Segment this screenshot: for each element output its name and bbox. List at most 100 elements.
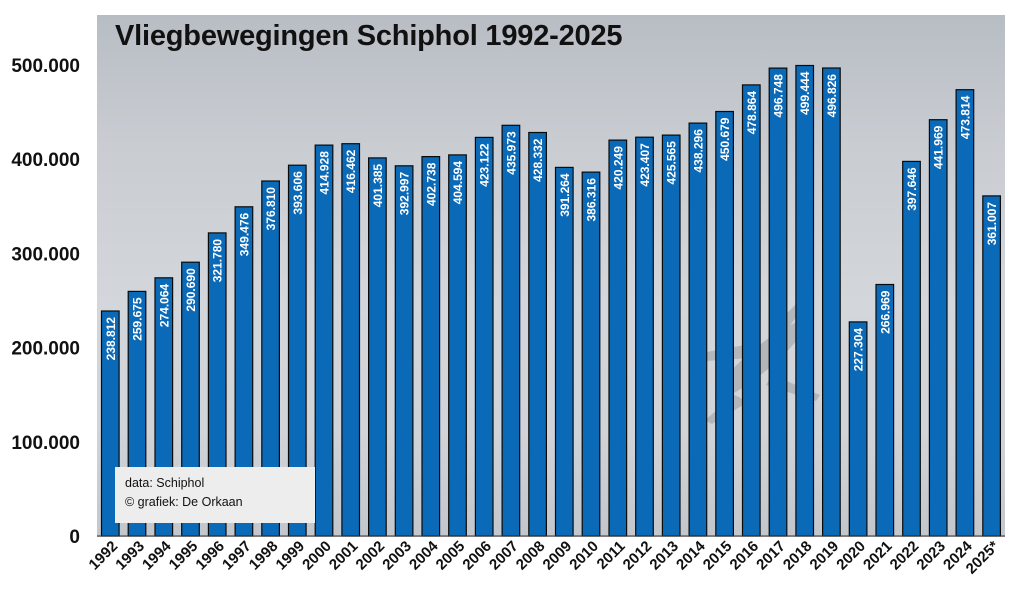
bar-value-label: 290.690 <box>184 268 198 312</box>
bar-value-label: 402.738 <box>424 162 438 206</box>
x-tick-label: 2013 <box>646 538 682 574</box>
bar-value-label: 361.007 <box>985 202 999 246</box>
bar-value-label: 238.812 <box>104 317 118 361</box>
x-tick-label: 1999 <box>273 538 309 574</box>
x-tick-label: 2004 <box>406 537 442 573</box>
x-tick-label: 2021 <box>860 538 896 574</box>
x-tick-label: 2009 <box>540 538 576 574</box>
bar <box>715 110 734 537</box>
bar-value-label: 428.332 <box>531 138 545 182</box>
x-tick-label: 1997 <box>219 538 255 574</box>
x-tick-label: 2005 <box>433 538 469 574</box>
bar <box>821 67 841 537</box>
bar <box>635 136 654 537</box>
bar <box>955 89 975 537</box>
bar <box>474 136 494 537</box>
y-axis: 0 100.000 200.000 300.000 400.000 500.000 <box>11 56 80 548</box>
y-tick-label: 100.000 <box>11 433 80 454</box>
x-tick-label: 2018 <box>780 538 816 574</box>
bar-value-label: 321.780 <box>211 239 225 283</box>
x-tick-label: 2014 <box>673 537 709 573</box>
bar-value-label: 391.264 <box>558 173 572 217</box>
bar <box>341 143 361 537</box>
x-tick-label: 2012 <box>620 538 656 574</box>
bar-value-label: 266.969 <box>878 290 892 334</box>
x-tick-label: 2010 <box>566 538 602 574</box>
x-tick-label: 2001 <box>326 538 362 574</box>
bar <box>661 134 681 537</box>
bar-value-label: 393.606 <box>291 171 305 215</box>
chart-title: Vliegbewegingen Schiphol 1992-2025 <box>115 20 623 52</box>
bar <box>501 124 521 537</box>
x-axis: 1992199319941995199619971998199920002001… <box>86 535 1005 578</box>
bar-value-label: 401.385 <box>371 164 385 208</box>
bar-value-label: 423.407 <box>638 143 652 187</box>
bars: 238.812 259.675 274.064 290.690 321.780 349.4… <box>100 64 1001 537</box>
x-tick-label: 2007 <box>486 538 522 574</box>
x-tick-label: 1993 <box>112 538 148 574</box>
bar-value-label: 473.814 <box>958 95 972 139</box>
bar-value-label: 496.748 <box>772 74 786 118</box>
bar <box>394 165 414 537</box>
bar <box>368 157 387 537</box>
bar <box>795 64 815 537</box>
bar <box>928 119 948 537</box>
bar <box>902 160 921 537</box>
y-tick-label: 300.000 <box>11 244 80 265</box>
bar <box>581 171 601 537</box>
bar <box>528 131 547 537</box>
bar-value-label: 438.296 <box>691 129 705 173</box>
bar-value-label: 496.826 <box>825 74 839 118</box>
x-tick-label: 2002 <box>353 538 389 574</box>
x-tick-label: 2000 <box>299 538 335 574</box>
source-box: data: Schiphol © grafiek: De Orkaan <box>115 467 315 523</box>
x-tick-label: 1994 <box>139 537 175 573</box>
bar <box>741 84 761 537</box>
x-tick-label: 2023 <box>913 538 949 574</box>
bar-value-label: 397.646 <box>905 167 919 211</box>
bar <box>982 195 1001 537</box>
bar-value-label: 478.864 <box>745 91 759 135</box>
bar-value-label: 414.928 <box>318 151 332 195</box>
bar <box>554 166 574 537</box>
source-line-data: data: Schiphol <box>125 476 205 490</box>
bar-value-label: 499.444 <box>798 71 812 115</box>
x-tick-label: 2015 <box>700 538 736 574</box>
bar-value-label: 386.316 <box>585 178 599 222</box>
bar-value-label: 416.462 <box>344 149 358 193</box>
bar-value-label: 376.810 <box>264 187 278 231</box>
bar-value-label: 227.304 <box>852 328 866 372</box>
x-tick-label: 2003 <box>379 538 415 574</box>
x-tick-label: 2008 <box>513 538 549 574</box>
bar-value-label: 404.594 <box>451 161 465 205</box>
x-tick-label: 1998 <box>246 538 282 574</box>
y-tick-label: 200.000 <box>11 339 80 360</box>
bar <box>768 67 788 537</box>
bar-value-label: 349.476 <box>237 212 251 256</box>
bar-value-label: 441.969 <box>932 125 946 169</box>
y-tick-label: 0 <box>69 527 80 548</box>
x-tick-label: 2022 <box>887 538 923 574</box>
bar <box>421 156 441 537</box>
x-tick-label: 2006 <box>459 538 495 574</box>
x-tick-label: 2019 <box>807 538 843 574</box>
x-tick-label: 2017 <box>753 538 789 574</box>
x-tick-label: 1996 <box>192 538 228 574</box>
bar-value-label: 259.675 <box>131 297 145 341</box>
bar-value-label: 392.997 <box>398 171 412 215</box>
x-tick-label: 2011 <box>594 538 629 573</box>
bar <box>608 139 628 537</box>
bar-value-label: 423.122 <box>478 143 492 187</box>
bar-value-label: 420.249 <box>611 146 625 190</box>
x-tick-label: 2016 <box>727 538 763 574</box>
x-tick-label: 2020 <box>833 538 869 574</box>
bar-value-label: 435.973 <box>504 131 518 175</box>
bar-value-label: 274.064 <box>157 283 171 327</box>
y-tick-label: 500.000 <box>11 56 80 77</box>
y-tick-label: 400.000 <box>11 150 80 171</box>
bar-value-label: 425.565 <box>665 141 679 185</box>
bar-value-label: 450.679 <box>718 117 732 161</box>
source-line-credit: © grafiek: De Orkaan <box>125 495 243 509</box>
bar <box>448 154 467 537</box>
